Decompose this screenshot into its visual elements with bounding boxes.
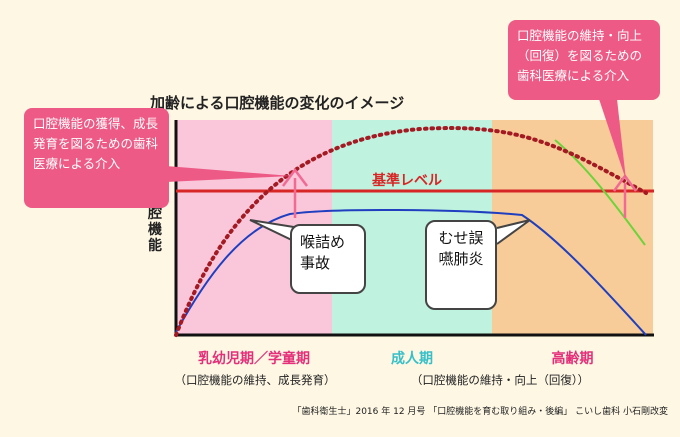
up-arrow-left [282, 167, 308, 218]
callout-choking: 喉詰め事故 [290, 224, 366, 294]
callout-left-tail [166, 166, 292, 182]
credit-text: 「歯科衛生士」2016 年 12 月号 「口腔機能を育む取り組み・後編」 こいし… [292, 407, 668, 417]
green-curve [554, 139, 646, 246]
callout-choking-tail [249, 219, 301, 245]
period-label-adult: 成人期 [391, 351, 433, 367]
callout-left: 口腔機能の獲得、成長発育を図るための歯科医療による介入 [24, 108, 169, 208]
diagram-title: 加齢による口腔機能の変化のイメージ [150, 94, 405, 112]
baseline-label: 基準レベル [372, 173, 442, 189]
dotted-curve [174, 126, 648, 337]
period-note-childhood: （口腔機能の維持、成長発育） [174, 373, 336, 387]
callout-aspiration-tail [496, 219, 531, 245]
period-label-childhood: 乳幼児期／学童期 [198, 351, 310, 367]
callout-right: 口腔機能の維持・向上（回復）を図るための歯科医療による介入 [508, 20, 660, 100]
period-label-elderly: 高齢期 [551, 351, 594, 367]
period-note-elderly: （口腔機能の維持・向上（回復）） [410, 373, 590, 387]
callout-right-tail [596, 90, 626, 180]
callout-aspiration: むせ誤嚥肺炎 [425, 220, 497, 310]
blue-curve [175, 208, 647, 336]
